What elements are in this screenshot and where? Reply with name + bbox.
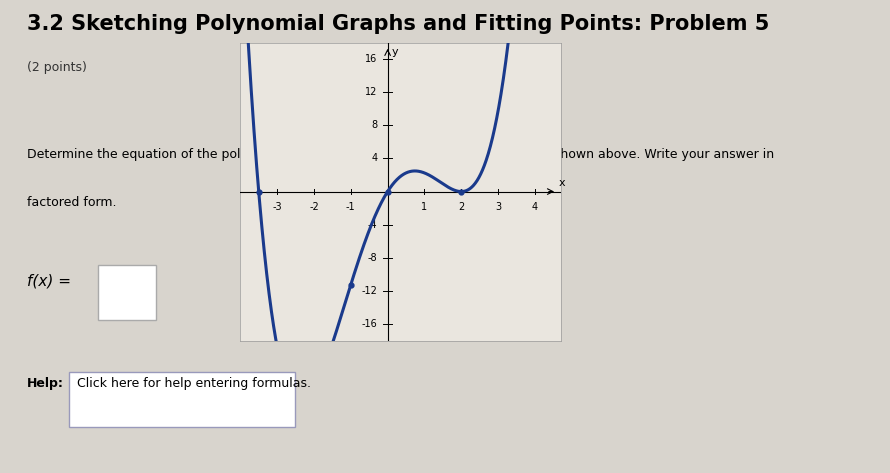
Text: 12: 12 xyxy=(365,87,377,97)
Text: 4: 4 xyxy=(532,202,538,212)
Text: 4: 4 xyxy=(371,153,377,164)
Text: -12: -12 xyxy=(361,286,377,296)
Text: 3.2 Sketching Polynomial Graphs and Fitting Points: Problem 5: 3.2 Sketching Polynomial Graphs and Fitt… xyxy=(27,14,769,34)
Text: factored form.: factored form. xyxy=(27,196,117,209)
Text: Determine the equation of the polynomial, ƒ(x), of minimum degree whose graph is: Determine the equation of the polynomial… xyxy=(27,149,773,161)
Text: 1: 1 xyxy=(421,202,427,212)
Text: -2: -2 xyxy=(309,202,319,212)
FancyBboxPatch shape xyxy=(98,264,156,320)
Text: 8: 8 xyxy=(371,120,377,131)
Text: f(x) =: f(x) = xyxy=(27,274,70,289)
Text: 3: 3 xyxy=(495,202,501,212)
Text: Click here for help entering formulas.: Click here for help entering formulas. xyxy=(77,377,311,390)
Text: 16: 16 xyxy=(365,54,377,64)
Text: Help:: Help: xyxy=(27,377,63,390)
Text: x: x xyxy=(559,178,565,188)
Text: -8: -8 xyxy=(368,253,377,263)
Text: -16: -16 xyxy=(361,319,377,329)
Text: -4: -4 xyxy=(368,219,377,230)
Text: -3: -3 xyxy=(272,202,282,212)
Text: 2: 2 xyxy=(458,202,465,212)
Text: y: y xyxy=(392,47,399,57)
Text: -1: -1 xyxy=(346,202,356,212)
Text: (2 points): (2 points) xyxy=(27,61,86,74)
FancyBboxPatch shape xyxy=(69,372,295,427)
